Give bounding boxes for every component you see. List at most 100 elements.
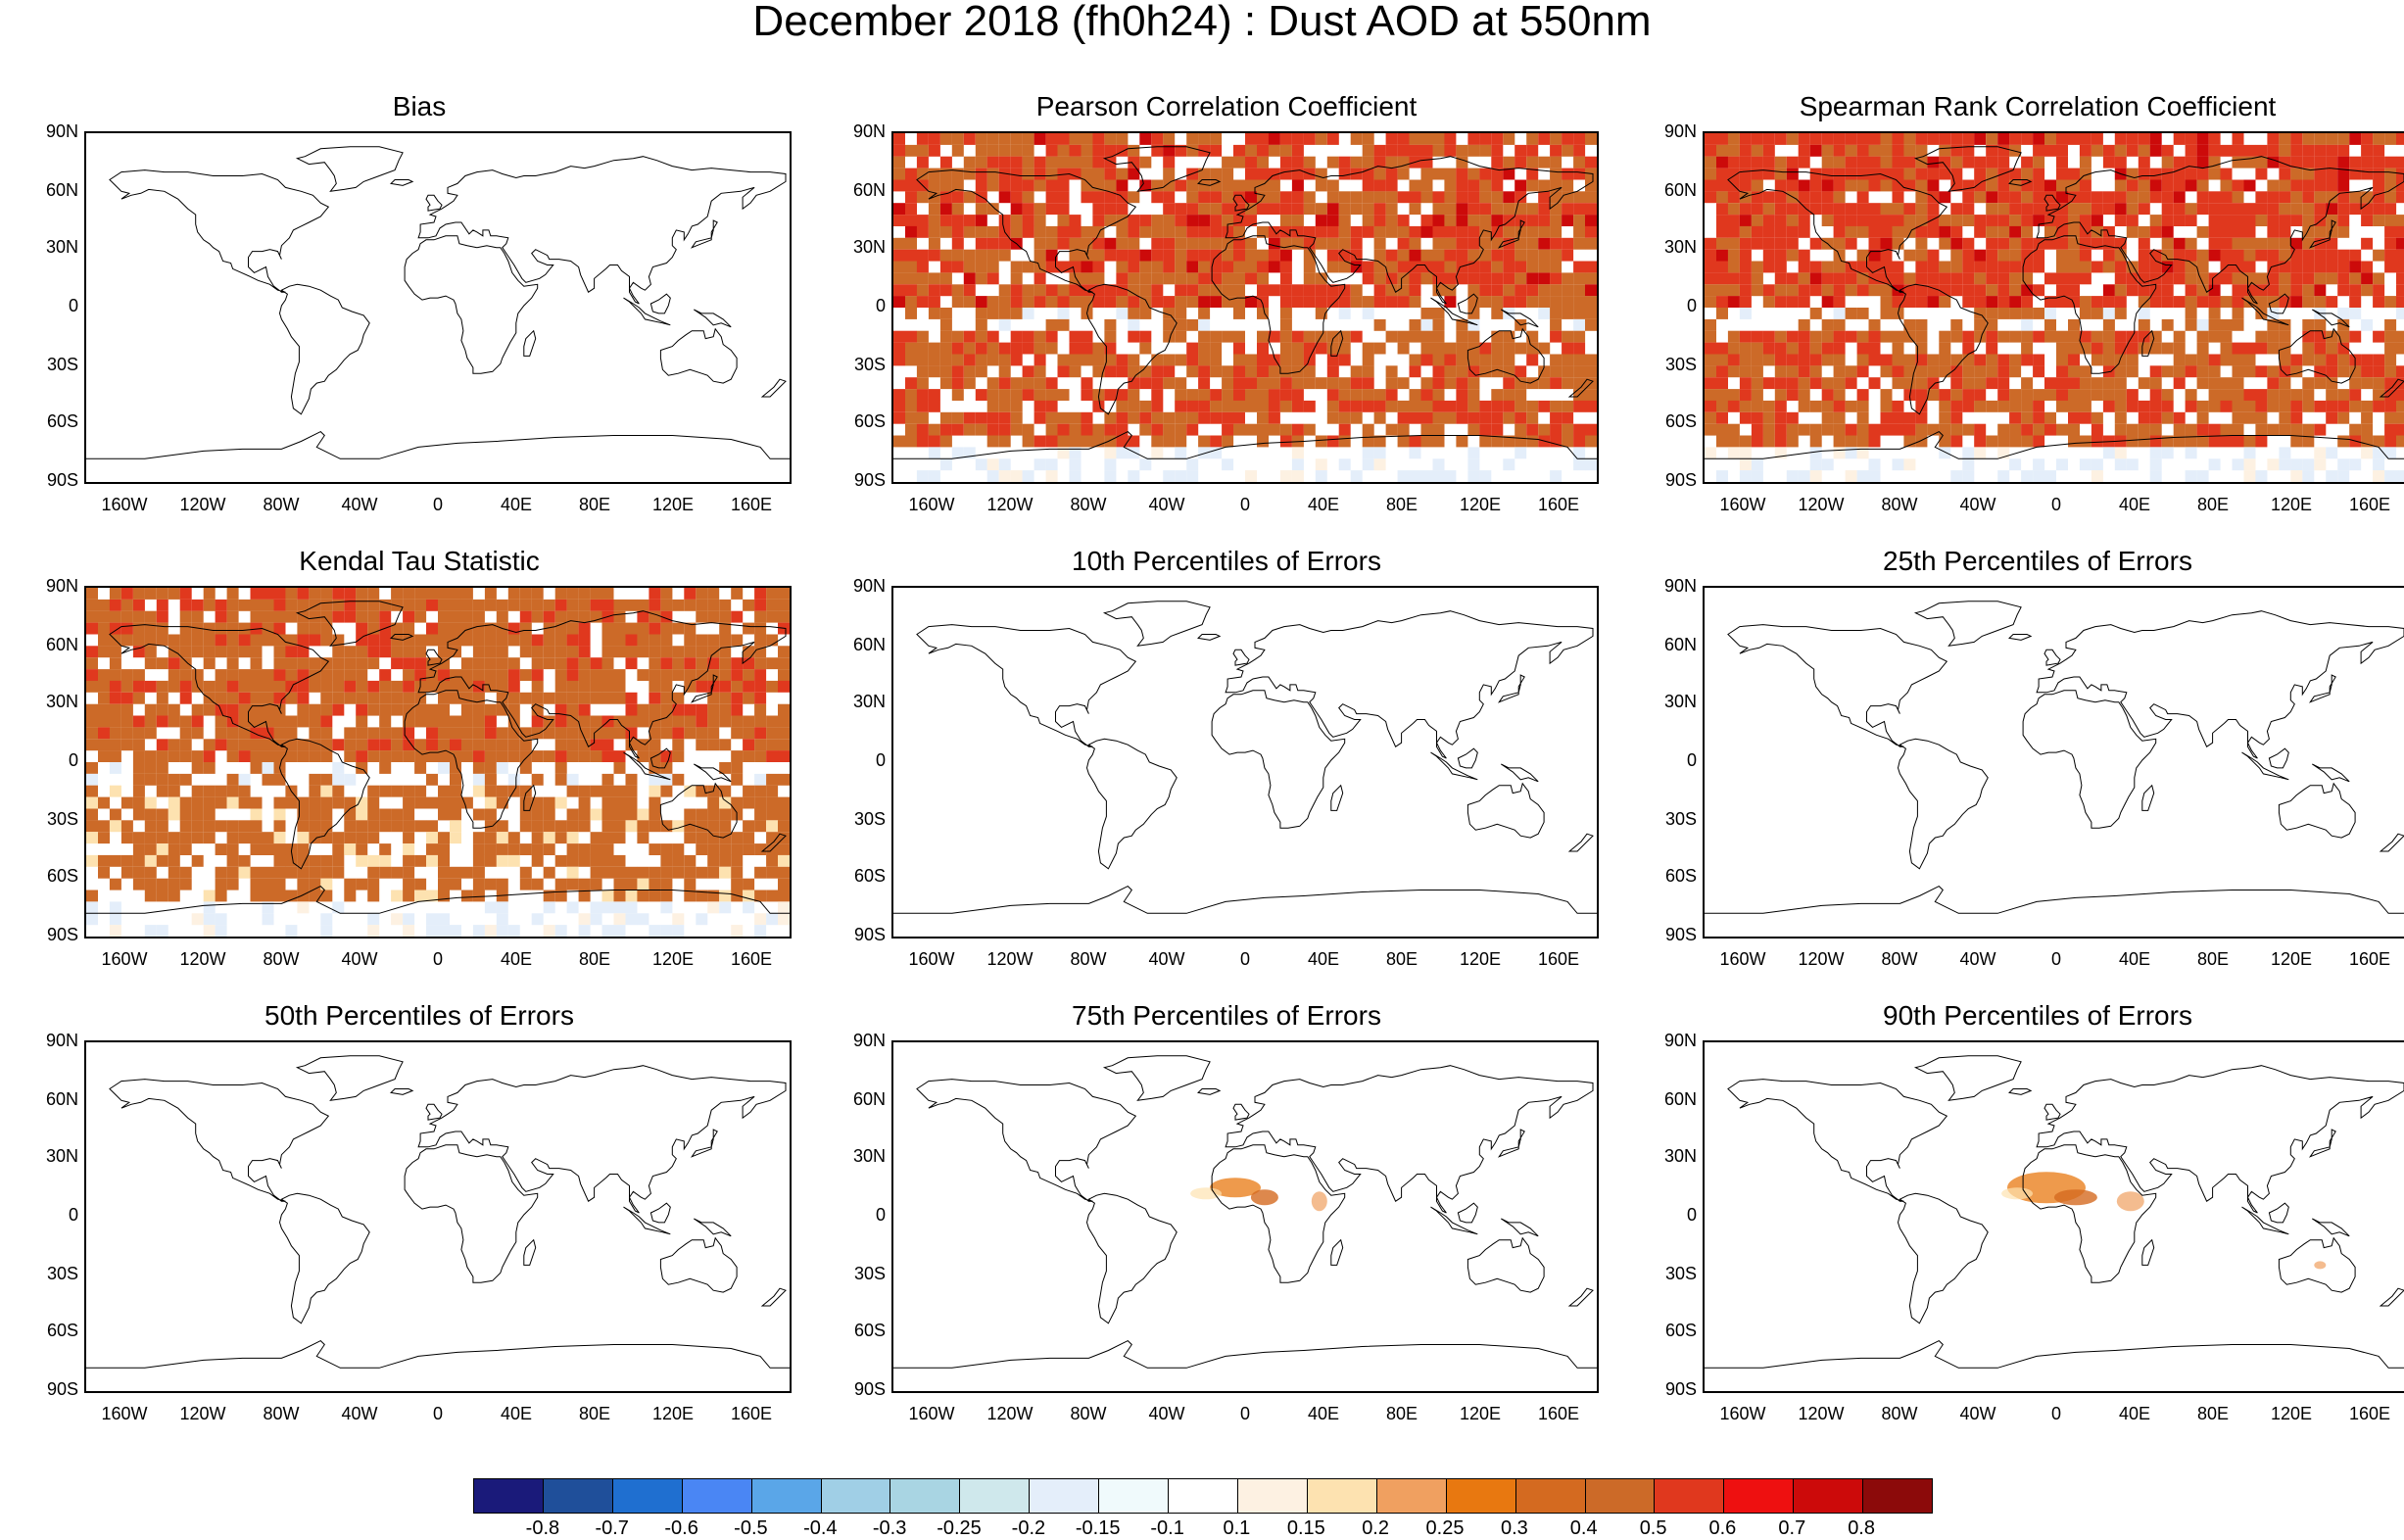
field-cell [1303,296,1316,308]
field-cell [507,715,520,728]
field-cell [2056,168,2068,180]
field-cell [2196,272,2209,285]
field-cell [1515,179,1527,192]
field-cell [2279,191,2291,204]
field-cell [1727,237,1740,250]
field-cell [1291,447,1304,459]
field-cell [566,715,579,728]
field-cell [1139,296,1152,308]
field-cell [1409,296,1421,308]
field-cell [273,808,286,821]
field-cell [531,588,544,600]
field-cell [2102,354,2115,366]
field-cell [1786,225,1799,238]
field-cell [2243,144,2256,157]
field-cell [2126,191,2139,204]
field-cell [2279,272,2291,285]
field-cell [1139,342,1152,355]
field-cell [332,588,345,600]
longitude-label: 40W [1148,495,1185,514]
field-cell [2009,296,2022,308]
field-cell [1456,354,1468,366]
field-cell [601,808,614,821]
field-cell [1705,318,1716,331]
field-cell [403,599,415,611]
field-cell [403,832,415,844]
field-cell [1222,191,1234,204]
field-cell [625,890,638,902]
field-cell [320,622,333,635]
field-cell [696,843,708,855]
field-cell [472,669,485,681]
field-cell [660,750,673,762]
field-cell [1303,342,1316,355]
field-cell [2149,191,2162,204]
field-cell [2056,179,2068,192]
field-cell [2056,377,2068,390]
field-cell [1503,365,1515,378]
field-cell [438,646,450,658]
field-cell [1950,389,1963,401]
field-cell [2220,377,2233,390]
longitude-label: 80W [1070,1404,1107,1423]
field-cell [986,435,999,448]
field-cell [273,634,286,647]
field-cell [1762,203,1775,216]
field-cell [1927,354,1940,366]
field-cell [2114,272,2127,285]
field-cell [1116,400,1129,412]
field-cell [179,588,192,600]
field-cell [367,657,380,670]
field-cell [273,854,286,867]
field-cell [285,796,298,809]
field-cell [531,843,544,855]
field-cell [1503,354,1515,366]
coastlines [893,1055,1597,1369]
field-cell [1069,458,1082,471]
field-cell [1526,179,1539,192]
field-cell [893,400,905,412]
field-cell [519,622,532,635]
field-cell [1727,423,1740,436]
field-cell [1326,365,1339,378]
field-cell [1362,261,1374,273]
field-cell [719,820,732,833]
field-cell [2326,389,2338,401]
field-cell [1786,377,1799,390]
field-cell [1279,261,1292,273]
field-cell [778,750,790,762]
field-cell [975,342,987,355]
field-cell [554,634,567,647]
field-cell [975,272,987,285]
field-cell [905,389,917,401]
field-cell [426,703,438,716]
field-cell [1821,411,1834,424]
field-cell [590,610,602,623]
field-cell [719,843,732,855]
field-cell [1986,308,1998,319]
field-cell [1479,470,1492,482]
field-cell [1880,156,1893,168]
field-cell [1128,191,1140,204]
field-cell [109,750,121,762]
field-cell [1986,400,1998,412]
field-cell [1915,296,1928,308]
field-cell [649,588,661,600]
field-cell [484,854,497,867]
field-cell [696,913,708,926]
field-cell [743,680,755,693]
map-frame [1703,586,2404,938]
field-cell [1939,296,1951,308]
field-cell [2196,144,2209,157]
field-cell [250,692,263,704]
field-cell [297,901,310,914]
field-cell [1903,284,1916,297]
field-cell [2279,203,2291,216]
field-cell [2114,249,2127,262]
field-cell [684,599,697,611]
field-cell [391,588,404,600]
coast-australia [659,327,738,384]
field-cell [356,610,368,623]
field-cell [2021,423,2034,436]
field-cell [1786,156,1799,168]
